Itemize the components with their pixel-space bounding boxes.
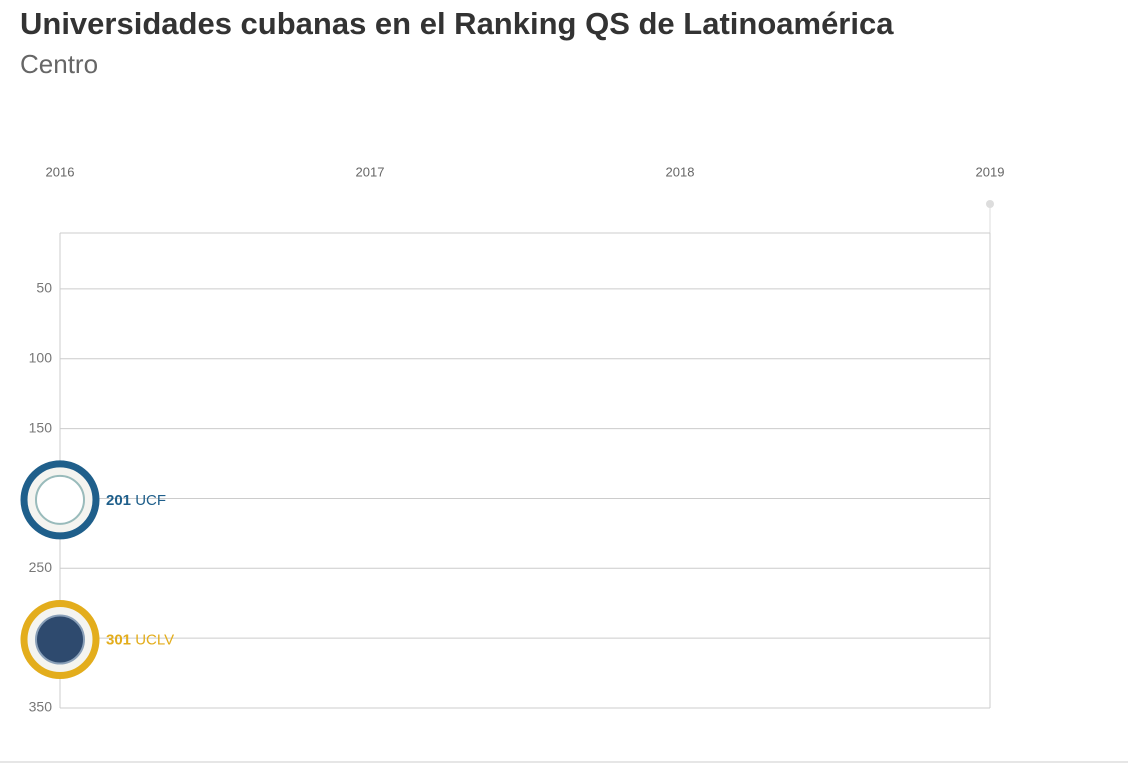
point-label: 301 UCLV — [106, 632, 174, 649]
point-label: 201 UCF — [106, 492, 166, 509]
x-tick-label: 2017 — [356, 164, 385, 179]
chart-subtitle: Centro — [20, 49, 98, 79]
y-tick-label: 50 — [36, 280, 52, 296]
point-emblem — [35, 474, 85, 525]
y-tick-label: 100 — [29, 349, 53, 365]
value-label: 301 — [106, 632, 131, 649]
series-name: UCF — [135, 492, 166, 509]
series-point: 301 UCLV — [20, 600, 174, 680]
x-tick-label: 2018 — [666, 164, 695, 179]
x-tick-label: 2016 — [46, 164, 75, 179]
y-tick-label: 350 — [29, 699, 53, 715]
series-point: 201 UCF — [20, 460, 166, 540]
x-tick-label: 2019 — [976, 164, 1005, 179]
y-tick-label: 250 — [29, 559, 53, 575]
y-tick-label: 150 — [29, 419, 53, 435]
chart-title: Universidades cubanas en el Ranking QS d… — [20, 6, 894, 41]
point-emblem — [35, 614, 85, 665]
value-label: 201 — [106, 492, 131, 509]
series-name: UCLV — [135, 632, 174, 649]
